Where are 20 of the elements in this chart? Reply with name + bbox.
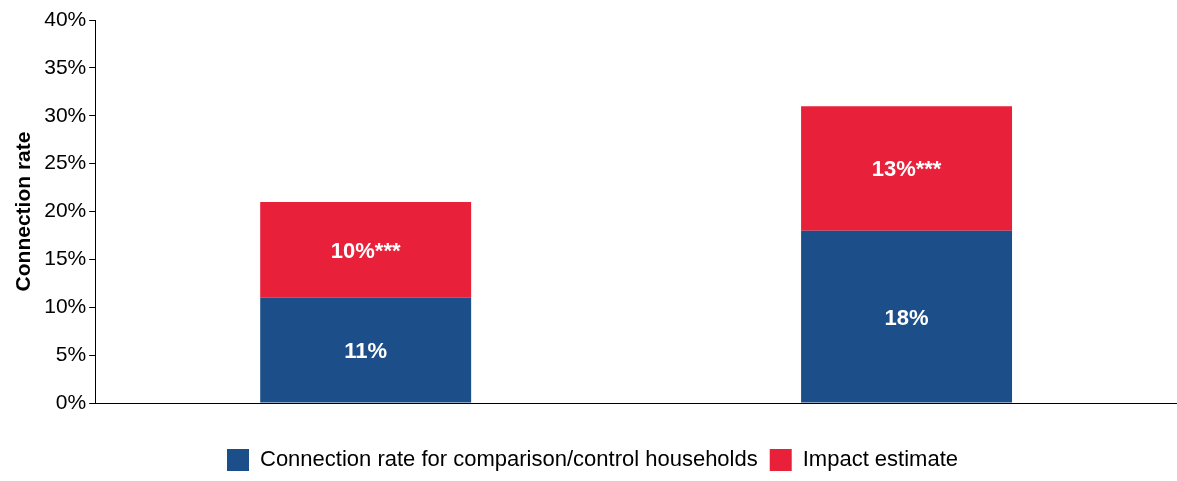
y-tick-label: 15% [44, 246, 87, 270]
y-tick-label: 0% [55, 389, 87, 413]
bar [260, 201, 472, 298]
y-tick-label: 40% [44, 6, 87, 30]
y-tick-label: 35% [44, 54, 87, 78]
y-tick-label: 10% [44, 294, 87, 318]
bar [801, 106, 1013, 231]
y-tick-label: 5% [55, 341, 87, 365]
data-label: 13%*** [871, 156, 942, 182]
legend-label: Impact estimate [802, 446, 959, 472]
data-label: 11% [344, 338, 388, 364]
data-label: 10%*** [330, 237, 401, 263]
y-tick-label: 20% [44, 198, 87, 222]
legend-label: Connection rate for comparison/control households [260, 446, 758, 472]
bar [260, 297, 472, 403]
y-axis-title: Connection rate [11, 131, 35, 292]
y-tick-label: 30% [44, 102, 87, 126]
data-label: 18% [884, 304, 929, 330]
y-tick-label: 25% [44, 150, 87, 174]
bar [801, 230, 1013, 403]
